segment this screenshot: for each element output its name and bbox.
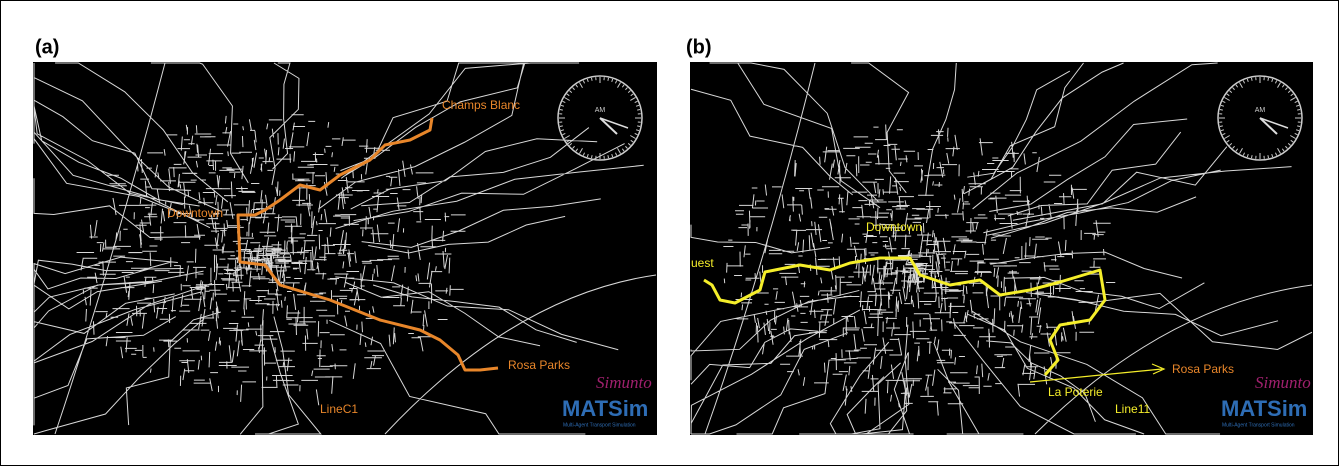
roads — [33, 62, 657, 435]
place-label: La Poterie — [1048, 385, 1103, 399]
clock-hand — [1259, 117, 1289, 129]
clock-face — [1217, 75, 1303, 161]
clock-label: AM — [1255, 107, 1266, 114]
clock-label: AM — [595, 107, 606, 114]
logo-tagline: Multi-Agent Transport Simulation — [563, 422, 636, 428]
panel-label: (b) — [686, 36, 712, 58]
map-background — [690, 62, 1313, 435]
panel-label: (a) — [35, 36, 59, 58]
place-label: Rosa Parks — [1172, 362, 1234, 376]
place-label: Downtown — [167, 206, 223, 220]
logo-brand: Simunto — [1255, 373, 1311, 392]
place-label: uest — [691, 256, 714, 270]
road-network — [33, 62, 1313, 435]
bus-route — [236, 117, 499, 372]
logo-tagline: Multi-Agent Transport Simulation — [1222, 422, 1295, 428]
line-label: Line11 — [1115, 402, 1150, 416]
clock-ticks — [558, 76, 641, 159]
arrow — [1029, 368, 1163, 383]
clock-hand — [599, 117, 629, 129]
logo-brand: Simunto — [596, 373, 652, 392]
arrow-head — [1151, 363, 1166, 375]
logo-name: MATSim — [1221, 396, 1307, 421]
logo-name: MATSim — [562, 396, 648, 421]
clock-ticks — [1218, 76, 1301, 159]
clock-face — [557, 75, 643, 161]
place-label: Rosa Parks — [508, 358, 570, 372]
clock-hand — [599, 117, 618, 135]
roads — [690, 62, 1313, 435]
clocks — [557, 75, 1303, 161]
place-label: Champs Blanc — [442, 98, 520, 112]
place-label: Downtown — [866, 220, 922, 234]
clock-hand — [1259, 117, 1278, 135]
bus-route — [703, 256, 1107, 376]
line-label: LineC1 — [320, 402, 358, 416]
